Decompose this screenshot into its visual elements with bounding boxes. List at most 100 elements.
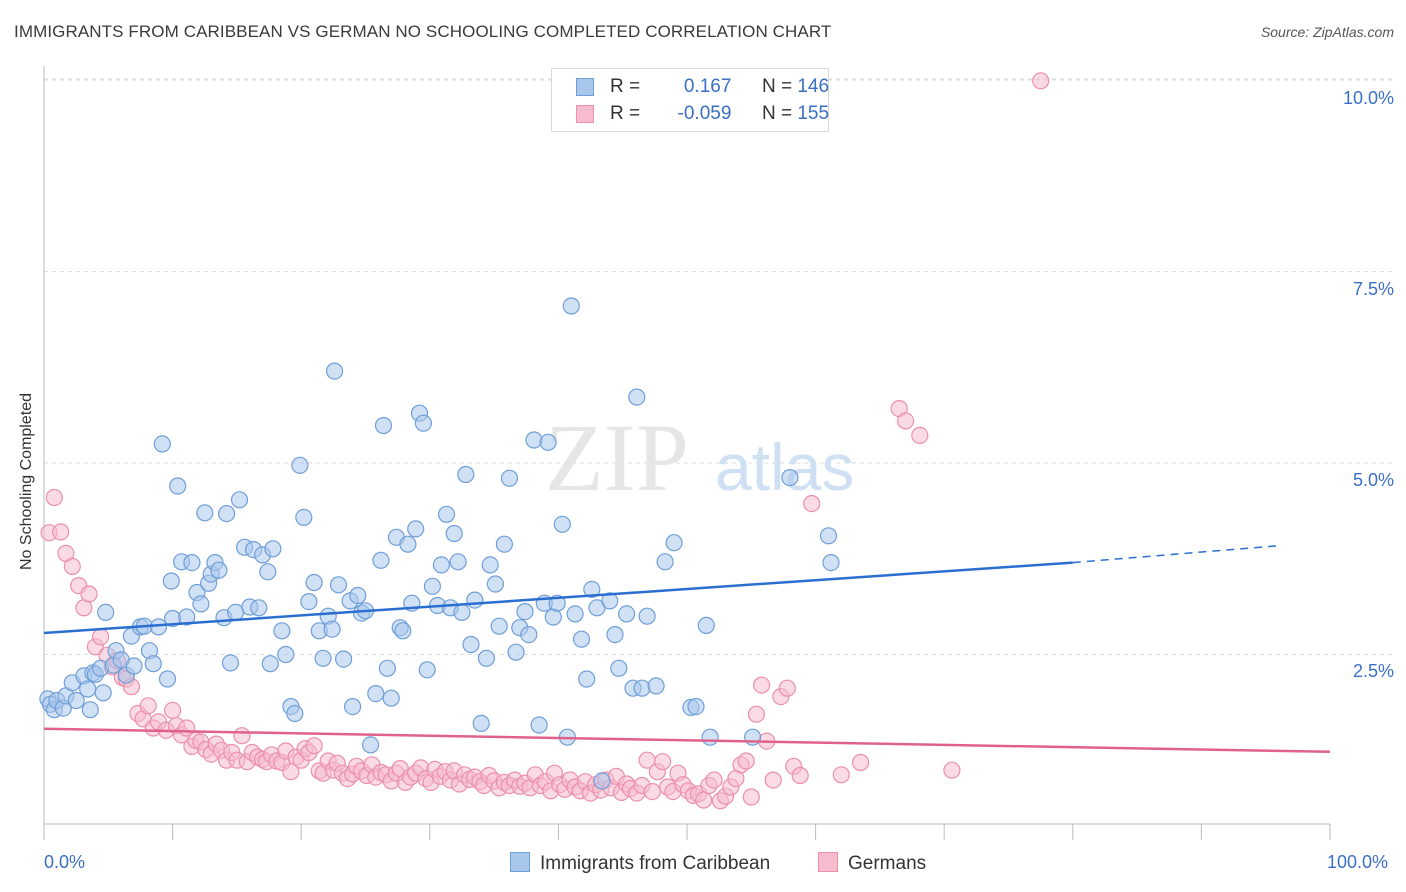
caribbean-point [633, 679, 651, 697]
caribbean-point [250, 599, 268, 617]
caribbean-point [638, 607, 656, 625]
caribbean-point [367, 684, 385, 703]
caribbean-point [606, 625, 624, 644]
caribbean-point [656, 553, 674, 571]
y-tick-label-2-5: 2.5% [1352, 661, 1394, 681]
caribbean-point [378, 659, 396, 677]
caribbean-point [149, 618, 168, 636]
germans-point [643, 782, 661, 801]
caribbean-point [210, 561, 228, 579]
caribbean-point [525, 431, 543, 449]
caribbean-point [221, 654, 240, 672]
caribbean-point [192, 595, 210, 613]
caribbean-point [481, 556, 499, 574]
caribbean-point [335, 650, 353, 668]
watermark-zip: ZIP [545, 404, 689, 511]
germans-point [45, 488, 63, 507]
caribbean-point [362, 736, 380, 754]
caribbean-point [158, 670, 177, 688]
bottom-legend-swatch-pink [818, 852, 838, 872]
legend-n-value: 155 [797, 103, 830, 124]
caribbean-point [562, 297, 580, 315]
legend-n-label: N = [761, 76, 793, 97]
caribbean-point [79, 680, 97, 698]
caribbean-point [583, 580, 601, 599]
caribbean-point [495, 535, 513, 553]
germans-point [742, 788, 760, 806]
germans-point [764, 771, 782, 789]
legend-r-value: 0.167 [683, 76, 732, 97]
bottom-legend-label-caribbean: Immigrants from Caribbean [540, 853, 771, 874]
caribbean-point [300, 592, 318, 611]
caribbean-point [697, 616, 715, 635]
germans-point [896, 412, 915, 430]
y-tick-label-7-5: 7.5% [1352, 279, 1394, 299]
caribbean-point [407, 520, 425, 538]
bottom-legend-germans: Germans [818, 852, 926, 875]
series-germans-points [40, 72, 1050, 810]
germans-point [747, 705, 766, 723]
caribbean-trend-line-extension [1072, 544, 1279, 564]
caribbean-point [578, 670, 596, 688]
caribbean-point [178, 608, 196, 626]
germans-point [803, 495, 821, 513]
germans-point [695, 791, 713, 809]
caribbean-point [628, 388, 646, 406]
caribbean-point [423, 577, 441, 595]
caribbean-point [665, 534, 683, 552]
caribbean-point [81, 701, 99, 719]
watermark-atlas: atlas [715, 430, 854, 504]
caribbean-point [326, 362, 344, 380]
caribbean-point [323, 620, 341, 638]
caribbean-point [610, 659, 628, 677]
caribbean-point [781, 469, 799, 487]
germans-point [91, 628, 110, 646]
caribbean-point [295, 508, 313, 527]
caribbean-point [196, 504, 214, 522]
caribbean-point [418, 661, 436, 679]
caribbean-point [94, 684, 112, 702]
caribbean-point [305, 573, 323, 592]
caribbean-point [453, 603, 471, 622]
legend-swatch-pink [576, 105, 594, 123]
caribbean-point [382, 689, 400, 707]
germans-point [752, 676, 771, 694]
germans-point [653, 753, 672, 771]
caribbean-point [277, 645, 295, 664]
caribbean-point [349, 586, 367, 605]
germans-point [943, 761, 961, 779]
legend-n-value: 146 [797, 76, 830, 97]
germans-point [52, 523, 70, 541]
germans-point [737, 752, 755, 770]
germans-point [851, 753, 870, 772]
legend-n-label: N = [761, 103, 793, 124]
bottom-legend-swatch-blue [510, 852, 530, 872]
germans-trend-line [43, 727, 1331, 754]
caribbean-point [153, 435, 171, 453]
caribbean-trend-line [43, 561, 1073, 635]
caribbean-point [261, 655, 279, 673]
caribbean-point [97, 603, 115, 622]
x-tick-label-max: 100.0% [1327, 852, 1389, 872]
caribbean-point [449, 553, 467, 571]
series-caribbean-points [39, 297, 840, 790]
caribbean-point [399, 535, 417, 553]
legend: R = 0.167 N = 146 R = -0.059 N = 155 [551, 68, 829, 132]
caribbean-point [687, 697, 705, 716]
caribbean-point [472, 714, 490, 733]
caribbean-point [125, 657, 143, 675]
caribbean-point [169, 477, 187, 495]
germans-point [233, 727, 251, 745]
legend-r-value: -0.059 [677, 103, 732, 124]
caribbean-point [520, 625, 538, 644]
caribbean-point [273, 622, 291, 640]
bottom-legend-label-germans: Germans [848, 853, 927, 874]
germans-point [139, 697, 157, 715]
germans-point [832, 766, 850, 784]
caribbean-point [414, 414, 432, 432]
legend-r-label: R = [610, 103, 641, 124]
caribbean-point [144, 655, 162, 673]
legend-r-label: R = [610, 76, 641, 97]
caribbean-point [507, 643, 525, 661]
caribbean-point [218, 504, 236, 523]
